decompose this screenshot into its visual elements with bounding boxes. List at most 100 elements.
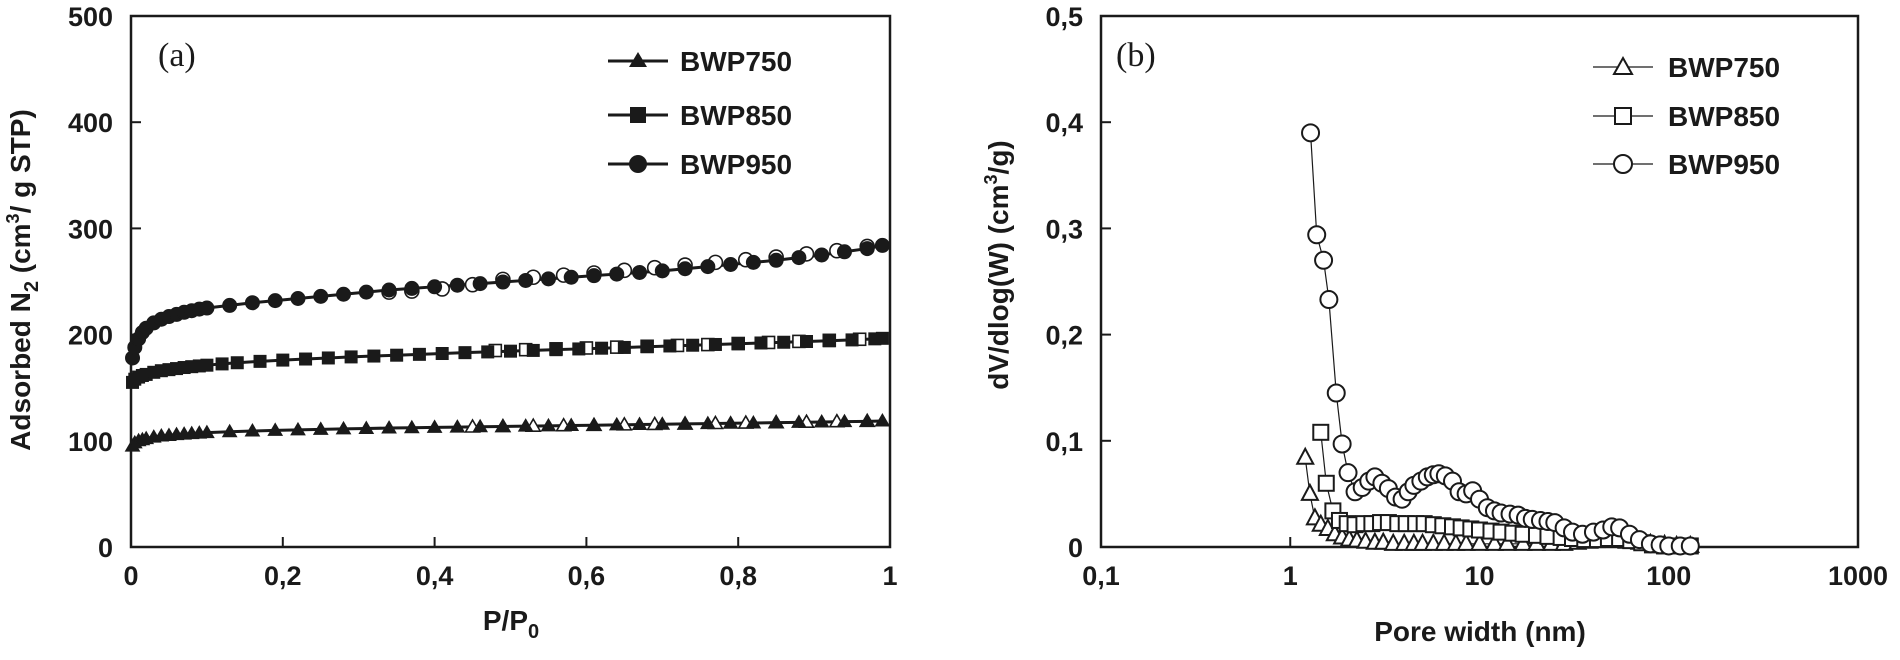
data-point-bwp950 bbox=[1319, 290, 1339, 310]
adsorption-point-bwp750 bbox=[517, 418, 534, 432]
x-axis-ticks-a: 0 0,2 0,4 0,6 0,8 1 bbox=[123, 537, 898, 591]
adsorption-point-bwp850 bbox=[412, 347, 426, 361]
adsorption-point-bwp750 bbox=[699, 415, 716, 430]
data-point-bwp950 bbox=[1301, 123, 1321, 143]
x-tick-label-b: 0,1 bbox=[1082, 561, 1120, 591]
data-point-bwp750 bbox=[1295, 446, 1315, 465]
adsorption-point-bwp950 bbox=[745, 254, 761, 270]
data-point-bwp850 bbox=[1312, 423, 1330, 441]
adsorption-point-bwp850 bbox=[708, 337, 722, 351]
adsorption-point-bwp950 bbox=[768, 252, 784, 268]
adsorption-point-bwp950 bbox=[540, 271, 556, 287]
adsorption-point-bwp850 bbox=[390, 348, 404, 362]
adsorption-point-bwp950 bbox=[791, 250, 807, 266]
legend-label-bwp950-a: BWP950 bbox=[680, 149, 792, 180]
panel-label-a: (a) bbox=[158, 37, 196, 74]
adsorption-point-bwp950 bbox=[609, 266, 625, 282]
legend-item-bwp950-a: BWP950 bbox=[608, 149, 792, 180]
legend-item-bwp750-a: BWP750 bbox=[608, 46, 792, 77]
adsorption-point-bwp950 bbox=[199, 300, 215, 316]
adsorption-point-bwp950 bbox=[586, 268, 602, 284]
legend-label-bwp850-a: BWP850 bbox=[680, 100, 792, 131]
adsorption-point-bwp750 bbox=[267, 422, 284, 436]
series-bwp750-a bbox=[124, 412, 891, 452]
legend-item-bwp850-a: BWP850 bbox=[608, 100, 792, 131]
data-point-bwp750 bbox=[1497, 532, 1517, 551]
adsorption-point-bwp750 bbox=[813, 414, 830, 428]
adsorption-point-bwp850 bbox=[549, 343, 563, 357]
y-tick-label-a: 100 bbox=[68, 427, 113, 457]
adsorption-point-bwp750 bbox=[495, 418, 511, 432]
x-tick-label-b: 1000 bbox=[1828, 561, 1888, 591]
adsorption-point-bwp950 bbox=[518, 272, 534, 288]
adsorption-point-bwp950 bbox=[472, 276, 488, 292]
adsorption-point-bwp750 bbox=[859, 413, 876, 427]
x-tick-label-b: 10 bbox=[1464, 561, 1494, 591]
y-tick-label-b: 0 bbox=[1068, 533, 1083, 563]
legend-marker-bwp950-b bbox=[1613, 154, 1633, 174]
plot-frame-a bbox=[129, 14, 892, 549]
adsorption-point-bwp850 bbox=[572, 342, 586, 356]
adsorption-point-bwp950 bbox=[874, 237, 890, 253]
adsorption-point-bwp850 bbox=[253, 354, 267, 368]
adsorption-point-bwp750 bbox=[449, 419, 466, 433]
y-axis-title-a: Adsorbed N2 (cm3/ g STP) bbox=[3, 109, 43, 451]
adsorption-point-bwp750 bbox=[631, 416, 648, 431]
adsorption-point-bwp850 bbox=[731, 337, 745, 351]
legend-label-bwp750-a: BWP750 bbox=[680, 46, 792, 77]
x-tick-label-a: 0,4 bbox=[416, 561, 454, 591]
adsorption-point-bwp950 bbox=[723, 257, 739, 273]
adsorption-point-bwp750 bbox=[745, 414, 762, 429]
legend-label-bwp950-b: BWP950 bbox=[1668, 149, 1780, 180]
adsorption-point-bwp850 bbox=[845, 333, 859, 347]
data-point-bwp950 bbox=[1326, 383, 1346, 403]
adsorption-point-bwp950 bbox=[836, 244, 852, 260]
y-tick-label-a: 500 bbox=[68, 2, 113, 32]
y-tick-label-a: 300 bbox=[68, 214, 113, 244]
adsorption-point-bwp850 bbox=[344, 350, 358, 364]
data-point-bwp950 bbox=[1332, 434, 1352, 454]
adsorption-point-bwp750 bbox=[874, 413, 891, 427]
adsorption-point-bwp750 bbox=[791, 414, 807, 428]
data-point-bwp950 bbox=[1307, 225, 1327, 245]
legend-item-bwp850-b: BWP850 bbox=[1593, 101, 1780, 132]
adsorption-point-bwp850 bbox=[458, 346, 472, 360]
adsorption-point-bwp950 bbox=[222, 297, 238, 313]
y-axis-title-b: dV/dlog(W) (cm3/g) bbox=[981, 140, 1014, 390]
adsorption-point-bwp750 bbox=[403, 419, 420, 434]
adsorption-point-bwp750 bbox=[381, 420, 397, 434]
x-tick-label-a: 0,2 bbox=[264, 561, 302, 591]
adsorption-point-bwp850 bbox=[617, 340, 631, 354]
adsorption-point-bwp750 bbox=[540, 417, 557, 432]
legend-marker-bwp750-a bbox=[629, 52, 647, 67]
data-point-bwp750 bbox=[1484, 532, 1505, 551]
y-tick-label-a: 200 bbox=[68, 321, 113, 351]
legend-marker-bwp850-a bbox=[630, 107, 646, 123]
adsorption-point-bwp750 bbox=[472, 418, 489, 433]
adsorption-point-bwp950 bbox=[290, 290, 306, 306]
plot-area-b bbox=[1295, 123, 1700, 556]
series-bwp850-a bbox=[126, 331, 889, 389]
data-point-bwp750 bbox=[1300, 482, 1320, 501]
legend-b: BWP750 BWP850 BWP950 bbox=[1593, 52, 1780, 180]
chart-panel-a: 0 0,2 0,4 0,6 0,8 1 0 100 200 300 400 500 (a) P/P0… bbox=[3, 2, 898, 643]
y-tick-label-b: 0,3 bbox=[1045, 214, 1083, 244]
adsorption-point-bwp750 bbox=[290, 421, 306, 436]
adsorption-point-bwp750 bbox=[608, 416, 625, 431]
adsorption-point-bwp850 bbox=[875, 331, 889, 345]
series-bwp950-a bbox=[125, 237, 890, 366]
x-tick-label-a: 1 bbox=[882, 561, 897, 591]
y-tick-label-b: 0,1 bbox=[1045, 427, 1083, 457]
y-tick-label-b: 0,2 bbox=[1045, 321, 1083, 351]
adsorption-point-bwp850 bbox=[367, 349, 381, 363]
legend-label-bwp750-b: BWP750 bbox=[1668, 52, 1780, 83]
adsorption-point-bwp750 bbox=[244, 423, 261, 437]
plot-frame-b bbox=[1099, 14, 1860, 549]
adsorption-point-bwp950 bbox=[336, 286, 352, 302]
adsorption-point-bwp850 bbox=[504, 344, 517, 358]
adsorption-point-bwp750 bbox=[586, 417, 602, 431]
adsorption-point-bwp850 bbox=[230, 356, 244, 370]
adsorption-point-bwp950 bbox=[358, 284, 374, 300]
adsorption-point-bwp750 bbox=[768, 414, 785, 429]
adsorption-point-bwp950 bbox=[700, 259, 716, 275]
